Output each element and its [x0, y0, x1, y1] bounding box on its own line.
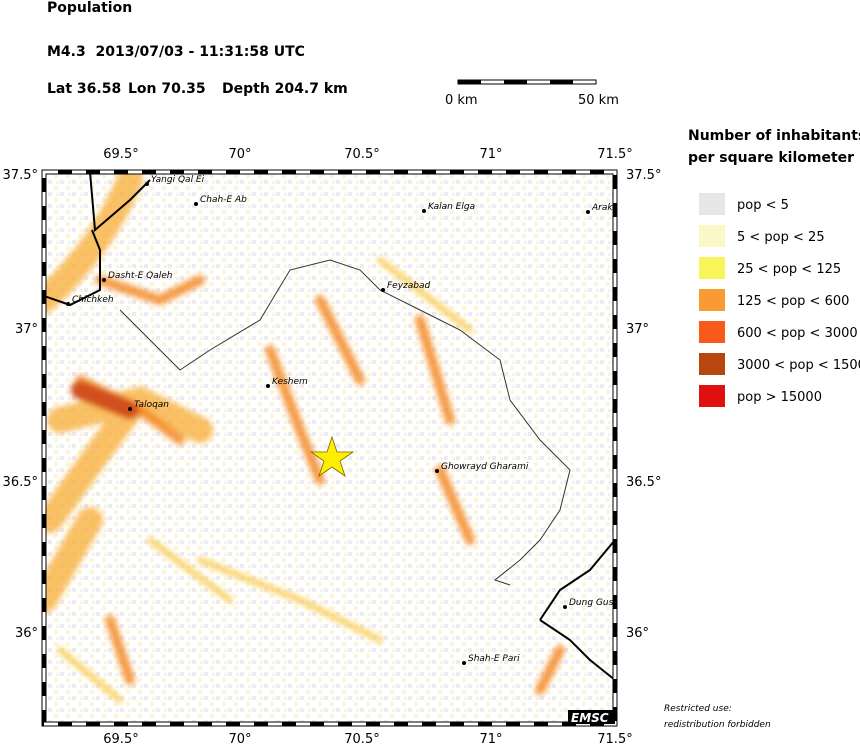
- legend-title: Number of inhabitants: [688, 128, 860, 144]
- place-dot: [266, 384, 270, 388]
- place-dot: [563, 605, 567, 609]
- legend-swatch: [699, 353, 725, 375]
- logo: EMSC: [571, 711, 609, 725]
- legend-title: per square kilometer: [688, 150, 854, 166]
- place-label: Feyzabad: [387, 281, 431, 291]
- event: M4.3 2013/07/03 - 11:31:58 UTC: [47, 44, 305, 60]
- footer: redistribution forbidden: [664, 720, 771, 730]
- scale-bar: 0 km 50 km: [445, 79, 619, 108]
- lon-label: 70°: [228, 147, 251, 162]
- lat-label: 37°: [626, 322, 649, 337]
- depth: Depth 204.7 km: [222, 81, 348, 97]
- place-dot: [194, 202, 198, 206]
- legend-swatch: [699, 321, 725, 343]
- legend-swatch: [699, 193, 725, 215]
- place-dot: [66, 302, 70, 306]
- place-label: Keshem: [272, 377, 308, 387]
- lat-label: 37.5°: [3, 168, 38, 183]
- lat-label: 37.5°: [626, 168, 661, 183]
- lon-label: 71.5°: [597, 147, 632, 162]
- legend-label: 25 < pop < 125: [737, 262, 841, 277]
- place-dot: [586, 210, 590, 214]
- place-label: Chichkeh: [72, 295, 114, 305]
- legend-label: pop < 5: [737, 198, 789, 213]
- scale-end: 50 km: [578, 93, 619, 108]
- legend-label: pop > 15000: [737, 390, 822, 405]
- place-dot: [145, 182, 149, 186]
- legend-swatch: [699, 289, 725, 311]
- place-dot: [422, 209, 426, 213]
- lon-label: 69.5°: [103, 147, 138, 162]
- place-label: Dung Gus: [569, 598, 614, 608]
- lon-label: 71.5°: [597, 732, 632, 747]
- legend-label: 600 < pop < 3000: [737, 326, 858, 341]
- place-dot: [128, 407, 132, 411]
- place-dot: [102, 278, 106, 282]
- title: Population: [47, 0, 132, 16]
- lon-label: 71°: [479, 147, 502, 162]
- legend-label: 5 < pop < 25: [737, 230, 825, 245]
- scale-start: 0 km: [445, 93, 478, 108]
- lat-label: 36°: [626, 626, 649, 641]
- lat: Lat 36.58: [47, 81, 121, 97]
- lat-label: 36.5°: [626, 475, 661, 490]
- legend-swatch: [699, 385, 725, 407]
- lat-label: 36°: [15, 626, 38, 641]
- lon-label: 69.5°: [103, 732, 138, 747]
- place-label: Yangi Qal Ei: [151, 175, 205, 185]
- place-dot: [462, 661, 466, 665]
- lon-label: 70°: [228, 732, 251, 747]
- lat-label: 37°: [15, 322, 38, 337]
- lon: Lon 70.35: [128, 81, 206, 97]
- frame-dash: [42, 170, 617, 726]
- footer: Restricted use:: [664, 704, 732, 714]
- logo-bg: [568, 710, 615, 724]
- legend-swatch: [699, 257, 725, 279]
- lon-label: 70.5°: [344, 732, 379, 747]
- place-label: Dasht-E Qaleh: [108, 271, 173, 281]
- place-dot: [435, 469, 439, 473]
- legend-label: 125 < pop < 600: [737, 294, 849, 309]
- place-label: Kalan Elga: [428, 202, 475, 212]
- legend-label: 3000 < pop < 15000: [737, 358, 860, 373]
- place-label: Taloqan: [134, 400, 169, 410]
- epicenter: [309, 435, 355, 478]
- lon-label: 71°: [479, 732, 502, 747]
- place-dot: [381, 288, 385, 292]
- lat-label: 36.5°: [3, 475, 38, 490]
- legend-swatch: [699, 225, 725, 247]
- place-label: Ghowrayd Gharami: [441, 462, 529, 472]
- place-label: Arak: [591, 203, 613, 213]
- lon-label: 70.5°: [344, 147, 379, 162]
- place-label: Chah-E Ab: [200, 195, 247, 205]
- place-label: Shah-E Pari: [468, 654, 520, 664]
